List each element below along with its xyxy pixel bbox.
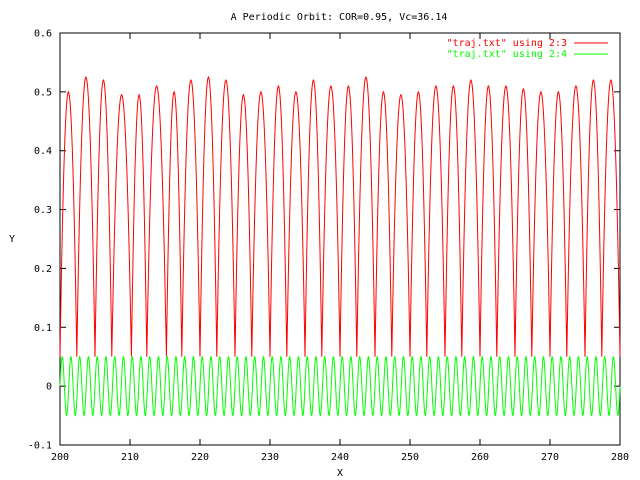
y-tick-label: -0.1	[28, 441, 52, 452]
y-tick-label: 0.2	[34, 264, 52, 275]
y-tick-label: 0.1	[34, 323, 52, 334]
x-tick-label: 250	[401, 452, 419, 463]
x-axis: 200 210 220 230 240 250 260 270 280	[51, 33, 629, 463]
chart-title: A Periodic Orbit: COR=0.95, Vc=36.14	[231, 12, 448, 23]
y-tick-label: 0	[46, 382, 52, 393]
x-tick-label: 280	[611, 452, 629, 463]
legend: "traj.txt" using 2:3"traj.txt" using 2:4	[447, 38, 608, 60]
x-tick-label: 270	[541, 452, 559, 463]
series-traj-2-3-line	[59, 75, 621, 357]
x-tick-label: 260	[471, 452, 489, 463]
y-tick-label: 0.6	[34, 29, 52, 40]
x-axis-label: X	[337, 468, 343, 479]
y-tick-label: 0.5	[34, 87, 52, 98]
series-layer	[59, 75, 621, 417]
y-tick-label: 0.3	[34, 205, 52, 216]
y-tick-label: 0.4	[34, 146, 52, 157]
x-tick-label: 220	[191, 452, 209, 463]
legend-label: "traj.txt" using 2:3	[447, 38, 567, 49]
y-axis-label: Y	[9, 234, 15, 245]
series-traj-2-4-line	[59, 355, 621, 417]
legend-label: "traj.txt" using 2:4	[447, 49, 567, 60]
x-tick-label: 240	[331, 452, 349, 463]
x-tick-label: 210	[121, 452, 139, 463]
x-tick-label: 200	[51, 452, 69, 463]
x-tick-label: 230	[261, 452, 279, 463]
